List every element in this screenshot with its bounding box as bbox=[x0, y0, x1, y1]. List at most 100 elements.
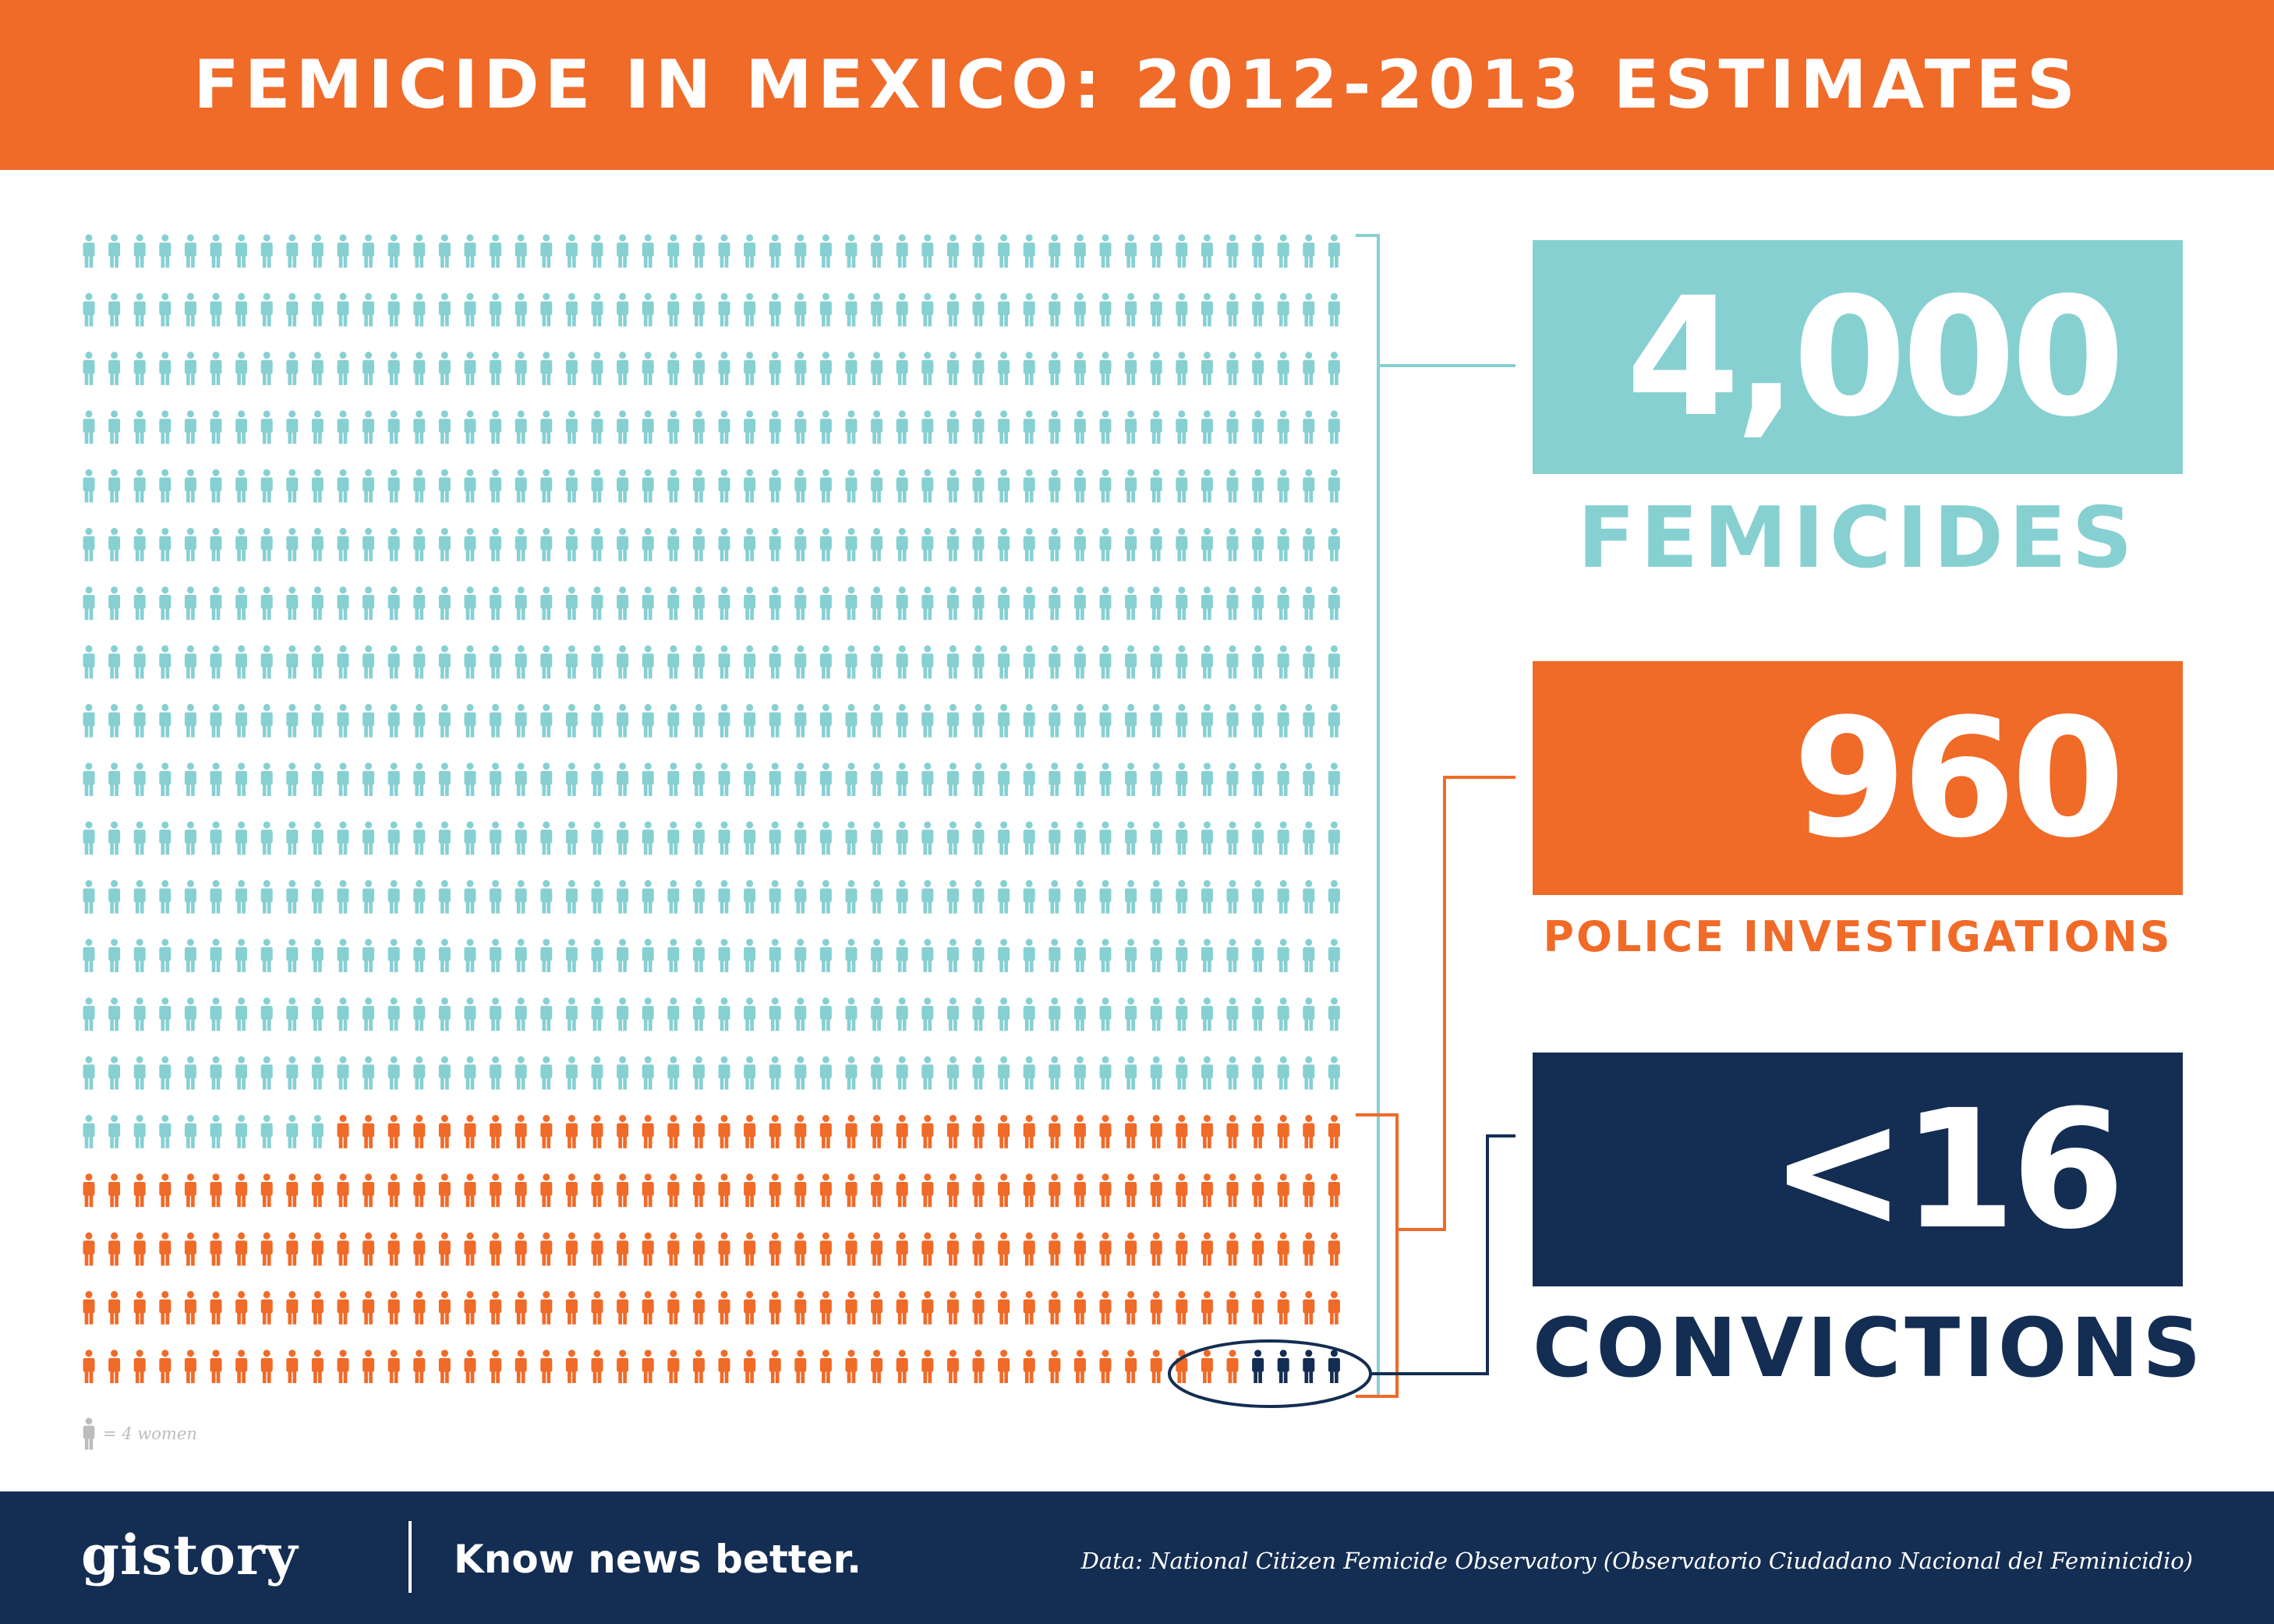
femicides-value-box: 4,000 bbox=[1533, 240, 2183, 474]
person-icon-femicide bbox=[1201, 762, 1213, 797]
person-icon-femicide bbox=[565, 703, 578, 738]
person-icon-femicide bbox=[387, 410, 400, 444]
person-icon-femicide bbox=[1150, 762, 1162, 797]
person-icon-femicide bbox=[718, 762, 730, 797]
person-icon-investigation bbox=[998, 1290, 1010, 1325]
person-icon-femicide bbox=[1252, 586, 1264, 621]
person-icon-investigation bbox=[1099, 1350, 1112, 1384]
person-icon-investigation bbox=[159, 1290, 172, 1325]
person-icon-femicide bbox=[133, 410, 146, 444]
person-icon-femicide bbox=[1303, 821, 1315, 855]
person-icon-femicide bbox=[998, 645, 1010, 679]
person-icon-investigation bbox=[744, 1350, 756, 1384]
person-icon-investigation bbox=[1277, 1115, 1289, 1148]
person-icon-femicide bbox=[692, 410, 705, 444]
person-icon-femicide bbox=[1049, 292, 1061, 327]
person-icon-femicide bbox=[565, 292, 578, 327]
person-icon-femicide bbox=[1049, 762, 1061, 797]
person-icon-femicide bbox=[159, 703, 172, 738]
person-icon-femicide bbox=[1201, 234, 1213, 268]
person-icon-investigation bbox=[515, 1173, 527, 1208]
person-icon-femicide bbox=[260, 1115, 273, 1148]
person-icon-investigation bbox=[540, 1173, 553, 1208]
person-icon-femicide bbox=[133, 645, 146, 679]
person-icon-investigation bbox=[133, 1290, 146, 1325]
person-icon-femicide bbox=[642, 879, 654, 914]
person-icon-investigation bbox=[591, 1232, 603, 1266]
person-icon-femicide bbox=[1328, 645, 1340, 679]
femicides-label: FEMICIDES bbox=[1577, 490, 2138, 587]
person-icon-investigation bbox=[896, 1173, 908, 1208]
person-icon-femicide bbox=[896, 645, 908, 679]
person-icon-femicide bbox=[1023, 762, 1035, 797]
person-icon-femicide bbox=[819, 997, 832, 1031]
person-icon-femicide bbox=[946, 234, 959, 268]
person-icon-femicide bbox=[1303, 469, 1315, 503]
person-icon-femicide bbox=[617, 1056, 629, 1090]
person-icon-femicide bbox=[464, 410, 476, 444]
person-icon-femicide bbox=[921, 821, 934, 855]
person-icon-femicide bbox=[413, 352, 426, 385]
person-icon-femicide bbox=[362, 939, 375, 972]
person-icon-femicide bbox=[1023, 410, 1035, 444]
person-icon-femicide bbox=[184, 234, 196, 268]
person-icon-investigation bbox=[1226, 1350, 1239, 1384]
bracket-convictions bbox=[1168, 1134, 1515, 1408]
person-icon-investigation bbox=[311, 1232, 324, 1266]
person-icon-investigation bbox=[565, 1232, 578, 1266]
person-icon-femicide bbox=[1303, 410, 1315, 444]
person-icon-femicide bbox=[133, 1115, 146, 1148]
person-icon-investigation bbox=[565, 1290, 578, 1325]
person-icon-investigation bbox=[819, 1290, 832, 1325]
person-icon-femicide bbox=[540, 292, 553, 327]
person-icon-femicide bbox=[413, 586, 426, 621]
person-icon-femicide bbox=[438, 586, 451, 621]
person-icon-femicide bbox=[1023, 703, 1035, 738]
person-icon-femicide bbox=[1252, 410, 1264, 444]
person-icon-investigation bbox=[362, 1350, 375, 1384]
person-icon-investigation bbox=[896, 1290, 908, 1325]
person-icon-investigation bbox=[108, 1173, 121, 1208]
person-icon-investigation bbox=[362, 1173, 375, 1208]
person-icon-femicide bbox=[744, 528, 756, 561]
person-icon-investigation bbox=[972, 1290, 985, 1325]
person-icon-femicide bbox=[1303, 997, 1315, 1031]
person-icon-femicide bbox=[896, 703, 908, 738]
person-icon-femicide bbox=[692, 292, 705, 327]
person-icon-femicide bbox=[1328, 352, 1340, 385]
person-icon-investigation bbox=[565, 1173, 578, 1208]
person-icon-investigation bbox=[438, 1115, 451, 1148]
person-icon-femicide bbox=[387, 762, 400, 797]
person-icon-femicide bbox=[108, 939, 121, 972]
person-icon-investigation bbox=[159, 1173, 172, 1208]
person-icon-femicide bbox=[565, 762, 578, 797]
person-icon-investigation bbox=[387, 1173, 400, 1208]
person-icon-investigation bbox=[692, 1115, 705, 1148]
person-icon-femicide bbox=[1303, 586, 1315, 621]
person-icon-femicide bbox=[311, 1115, 324, 1148]
person-icon-femicide bbox=[998, 1056, 1010, 1090]
person-icon-investigation bbox=[1201, 1290, 1213, 1325]
person-icon-conviction bbox=[1252, 1350, 1264, 1384]
person-icon-femicide bbox=[235, 939, 248, 972]
person-icon-investigation bbox=[946, 1173, 959, 1208]
person-icon-femicide bbox=[108, 762, 121, 797]
person-icon-femicide bbox=[1176, 234, 1188, 268]
person-icon-investigation bbox=[692, 1350, 705, 1384]
person-icon-femicide bbox=[235, 703, 248, 738]
person-icon-femicide bbox=[1150, 410, 1162, 444]
person-icon-femicide bbox=[921, 586, 934, 621]
person-icon-femicide bbox=[1049, 528, 1061, 561]
person-icon-investigation bbox=[438, 1232, 451, 1266]
person-icon-investigation bbox=[1328, 1290, 1340, 1325]
person-icon-investigation bbox=[1226, 1173, 1239, 1208]
person-icon-femicide bbox=[362, 997, 375, 1031]
person-icon-femicide bbox=[260, 410, 273, 444]
person-icon-femicide bbox=[260, 469, 273, 503]
person-icon-femicide bbox=[337, 703, 349, 738]
person-icon-femicide bbox=[972, 528, 985, 561]
person-icon-femicide bbox=[1277, 821, 1289, 855]
person-icon-investigation bbox=[972, 1232, 985, 1266]
person-icon-femicide bbox=[490, 469, 502, 503]
person-icon-femicide bbox=[540, 821, 553, 855]
